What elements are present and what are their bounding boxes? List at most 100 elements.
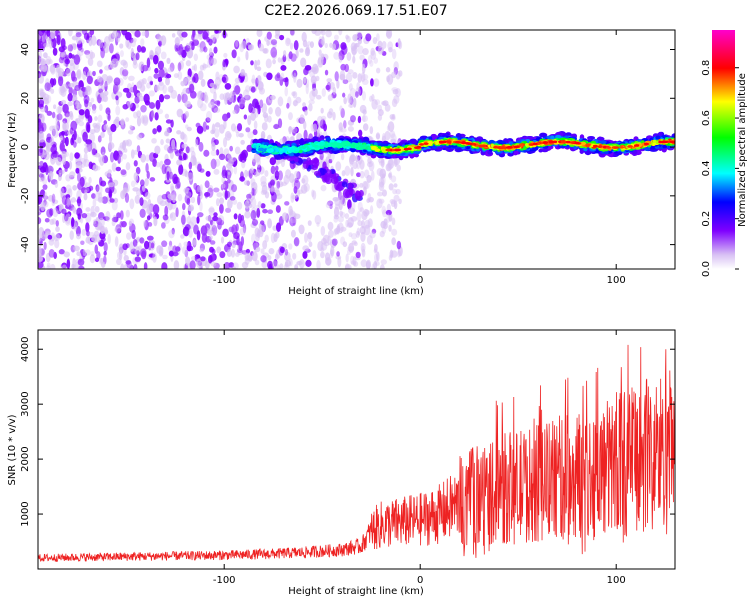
noise-blob	[57, 68, 65, 77]
noise-blob	[113, 83, 119, 95]
noise-blob	[363, 181, 370, 190]
noise-blob	[58, 249, 65, 255]
noise-blob	[55, 226, 60, 232]
noise-blob	[236, 123, 243, 132]
noise-blob	[144, 178, 149, 187]
noise-blob	[38, 30, 45, 37]
noise-blob	[272, 225, 278, 232]
signal-peak	[565, 140, 571, 144]
branch-blob	[354, 190, 362, 201]
signal-blob	[324, 144, 329, 148]
noise-blob	[126, 91, 132, 99]
noise-blob	[88, 185, 94, 191]
noise-blob	[187, 43, 193, 49]
noise-blob	[107, 233, 111, 245]
noise-blob	[47, 38, 52, 45]
noise-blob	[50, 179, 58, 185]
noise-blob	[154, 145, 161, 155]
noise-blob	[369, 126, 374, 135]
noise-blob	[177, 46, 184, 56]
noise-blob	[344, 165, 351, 177]
noise-blob	[340, 153, 345, 161]
noise-blob	[369, 59, 374, 67]
noise-blob	[210, 129, 215, 135]
noise-blob	[252, 129, 258, 136]
noise-blob	[39, 141, 47, 148]
noise-blob	[292, 100, 299, 107]
noise-blob	[187, 68, 192, 78]
noise-blob	[39, 160, 44, 166]
noise-blob	[177, 193, 183, 202]
noise-blob	[379, 230, 385, 238]
noise-blob	[373, 260, 378, 269]
noise-blob	[165, 138, 171, 144]
noise-blob	[41, 64, 48, 73]
noise-blob	[98, 39, 104, 49]
noise-blob	[381, 132, 386, 144]
noise-blob	[308, 241, 313, 248]
noise-blob	[193, 53, 199, 61]
noise-blob	[270, 47, 278, 58]
noise-blob	[293, 170, 300, 179]
noise-blob	[47, 234, 53, 240]
noise-blob	[46, 262, 51, 268]
noise-blob	[369, 95, 373, 102]
noise-blob	[262, 48, 268, 54]
noise-blob	[66, 197, 71, 208]
noise-blob	[186, 75, 191, 82]
noise-blob	[258, 224, 265, 234]
noise-blob	[245, 248, 251, 254]
signal-blob	[600, 140, 607, 145]
noise-blob	[231, 49, 237, 59]
noise-blob	[86, 75, 93, 85]
noise-blob	[350, 115, 356, 123]
noise-blob	[127, 129, 134, 135]
noise-blob	[46, 265, 51, 269]
noise-blob	[132, 111, 138, 119]
noise-blob	[369, 205, 374, 214]
noise-blob	[255, 77, 259, 88]
noise-blob	[338, 30, 343, 36]
noise-blob	[256, 59, 261, 66]
noise-blob	[147, 222, 153, 227]
noise-blob	[129, 102, 136, 112]
noise-blob	[182, 202, 186, 211]
noise-blob	[239, 71, 246, 77]
noise-blob	[60, 52, 66, 58]
noise-blob	[197, 194, 201, 206]
noise-blob	[44, 30, 50, 34]
noise-blob	[119, 119, 126, 126]
noise-blob	[131, 229, 136, 240]
noise-blob	[140, 153, 147, 163]
noise-blob	[303, 77, 307, 84]
noise-blob	[76, 207, 83, 217]
noise-blob	[103, 242, 108, 252]
noise-blob	[247, 44, 253, 51]
noise-blob	[360, 72, 366, 83]
noise-blob	[82, 131, 88, 142]
noise-blob	[371, 99, 378, 110]
noise-blob	[385, 67, 391, 73]
noise-blob	[156, 108, 164, 115]
noise-blob	[329, 203, 333, 210]
noise-blob	[383, 218, 388, 226]
noise-blob	[357, 201, 363, 212]
noise-blob	[375, 132, 381, 140]
noise-blob	[69, 152, 74, 162]
noise-blob	[379, 264, 385, 269]
noise-blob	[214, 122, 221, 128]
noise-blob	[163, 144, 170, 151]
noise-blob	[367, 218, 373, 228]
noise-blob	[185, 124, 189, 129]
noise-blob	[209, 87, 217, 94]
noise-blob	[301, 174, 309, 186]
noise-blob	[275, 106, 282, 117]
noise-blob	[75, 262, 79, 269]
noise-blob	[122, 87, 130, 93]
noise-blob	[93, 124, 101, 133]
noise-blob	[376, 198, 383, 209]
noise-blob	[75, 233, 82, 240]
noise-blob	[250, 60, 254, 66]
noise-blob	[361, 211, 368, 221]
noise-blob	[48, 59, 53, 65]
